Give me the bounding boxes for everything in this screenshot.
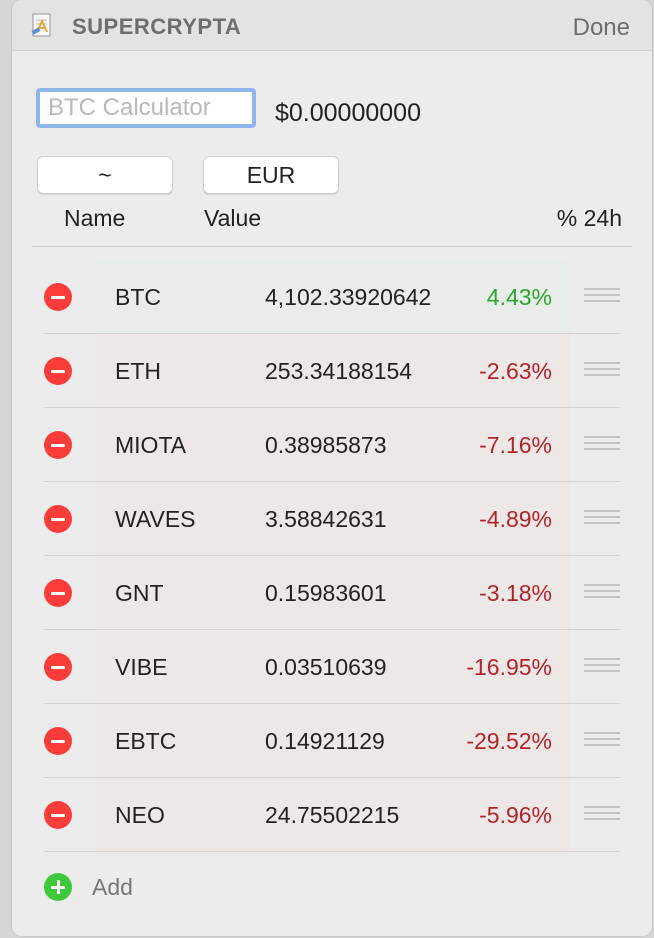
drag-handle-icon[interactable] [584,510,620,526]
row-highlight [96,334,570,408]
plus-circle-icon[interactable] [44,873,72,901]
row-divider [44,481,620,482]
calculator-result: $0.00000000 [275,99,421,127]
coin-change: -7.16% [479,432,552,458]
row-divider [44,777,620,778]
column-header-value: Value [204,205,262,231]
minus-circle-icon[interactable] [44,431,72,459]
drag-handle-icon[interactable] [584,362,620,378]
row-divider [44,851,620,852]
row-highlight [96,630,570,704]
drag-handle-icon[interactable] [584,806,620,822]
row-divider [44,555,620,556]
row-divider [44,703,620,704]
coin-row[interactable]: EBTC 0.14921129 -29.52% [12,704,652,778]
drag-handle-icon[interactable] [584,732,620,748]
minus-circle-icon[interactable] [44,801,72,829]
coin-name: BTC [115,284,161,310]
row-divider [44,407,620,408]
coin-change: -2.63% [479,358,552,384]
coin-change: -16.95% [466,654,552,680]
drag-handle-icon[interactable] [584,658,620,674]
coin-value: 0.14921129 [265,728,385,754]
app-icon [31,13,51,37]
btc-calculator-input[interactable] [36,88,256,128]
coin-row[interactable]: ETH 253.34188154 -2.63% [12,334,652,408]
coin-value: 0.03510639 [265,654,387,680]
header-divider [32,246,632,247]
coin-row[interactable]: WAVES 3.58842631 -4.89% [12,482,652,556]
drag-handle-icon[interactable] [584,584,620,600]
currency-button[interactable]: EUR [203,156,339,194]
minus-circle-icon[interactable] [44,727,72,755]
done-button[interactable]: Done [572,14,630,41]
coin-name: GNT [115,580,164,606]
coin-name: WAVES [115,506,196,532]
tilde-button[interactable]: ~ [37,156,173,194]
drag-handle-icon[interactable] [584,288,620,304]
minus-circle-icon[interactable] [44,283,72,311]
column-header-name: Name [64,205,126,231]
column-header-change: % 24h [556,205,622,231]
row-highlight [96,260,570,334]
coin-change: -3.18% [479,580,552,606]
row-divider [44,629,620,630]
coin-name: NEO [115,802,165,828]
drag-handle-icon[interactable] [584,436,620,452]
coin-value: 24.75502215 [265,802,400,828]
add-label[interactable]: Add [92,874,133,900]
row-highlight [96,556,570,630]
coin-change: -4.89% [479,506,552,532]
coin-name: MIOTA [115,432,187,458]
minus-circle-icon[interactable] [44,505,72,533]
row-divider [44,333,620,334]
coin-name: VIBE [115,654,168,680]
coin-value: 3.58842631 [265,506,387,532]
coin-change: 4.43% [486,284,552,310]
row-highlight [96,408,570,482]
coin-row[interactable]: BTC 4,102.33920642 4.43% [12,260,652,334]
coin-value: 0.15983601 [265,580,387,606]
coin-value: 4,102.33920642 [265,284,432,310]
title-bar: SUPERCRYPTA Done [12,0,652,51]
minus-circle-icon[interactable] [44,357,72,385]
coin-row[interactable]: VIBE 0.03510639 -16.95% [12,630,652,704]
coin-change: -5.96% [479,802,552,828]
coin-value: 0.38985873 [265,432,387,458]
minus-circle-icon[interactable] [44,579,72,607]
row-highlight [96,482,570,556]
row-highlight [96,778,570,852]
supercrypta-widget: SUPERCRYPTA Done $0.00000000 ~ EUR Name … [12,0,652,936]
coin-row[interactable]: NEO 24.75502215 -5.96% [12,778,652,852]
coin-value: 253.34188154 [265,358,413,384]
coin-list: BTC 4,102.33920642 4.43% ETH 253.3418815… [12,260,652,852]
coin-name: EBTC [115,728,177,754]
app-title: SUPERCRYPTA [72,14,242,39]
coin-row[interactable]: MIOTA 0.38985873 -7.16% [12,408,652,482]
minus-circle-icon[interactable] [44,653,72,681]
coin-row[interactable]: GNT 0.15983601 -3.18% [12,556,652,630]
coin-change: -29.52% [466,728,552,754]
coin-name: ETH [115,358,161,384]
row-highlight [96,704,570,778]
